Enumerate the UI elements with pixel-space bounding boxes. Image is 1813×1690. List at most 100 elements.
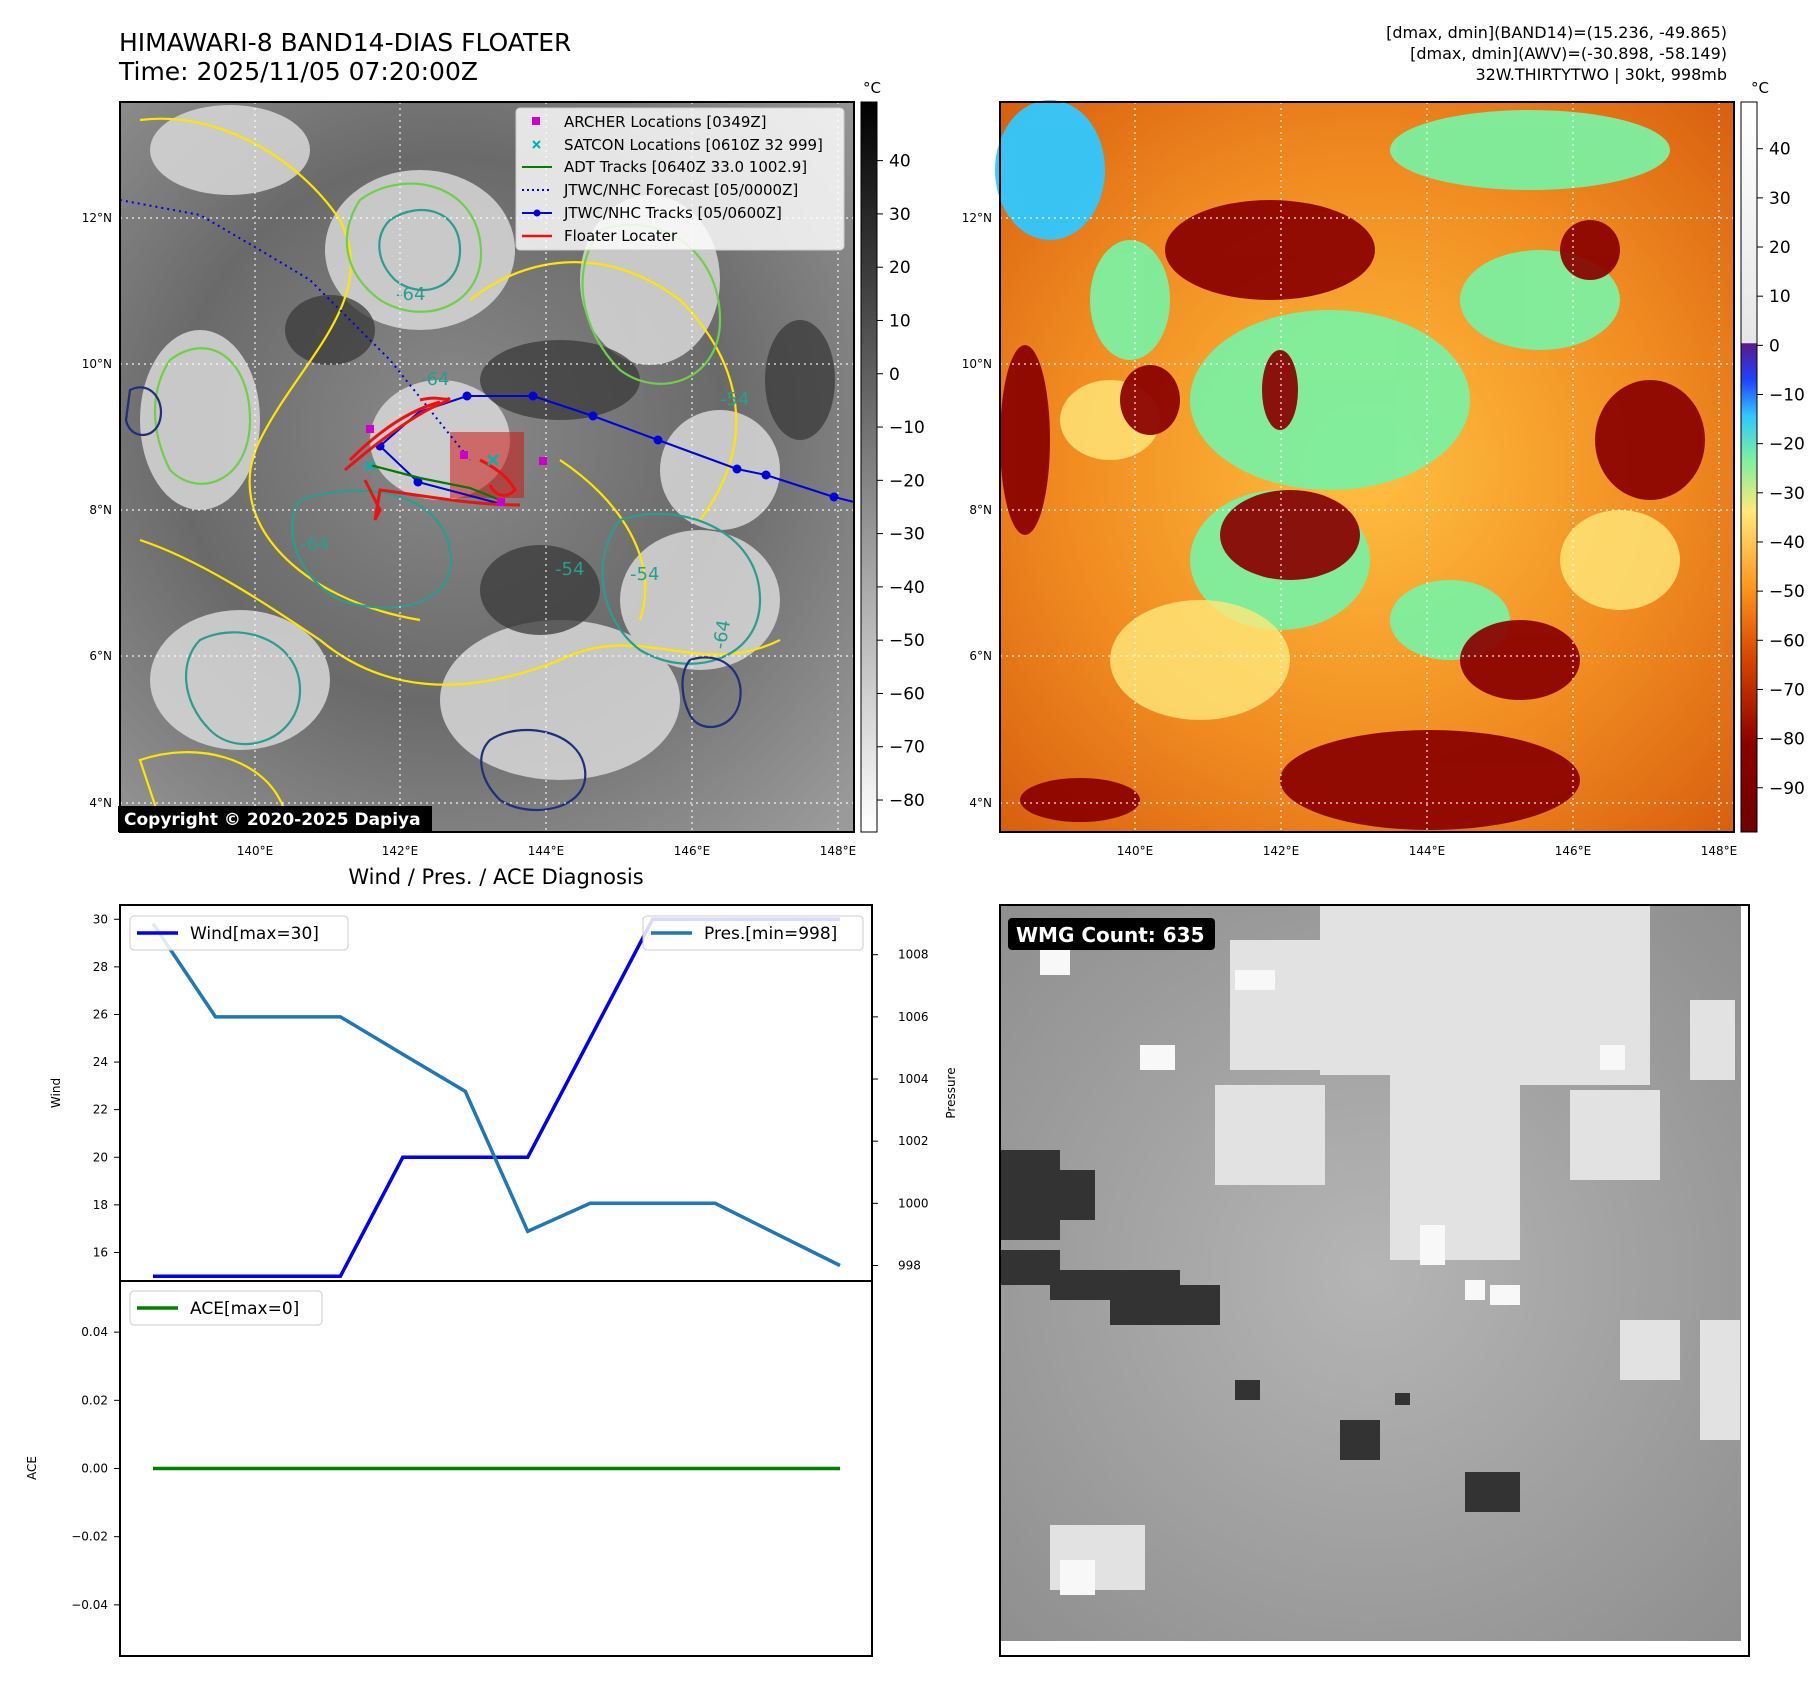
lat-tick-label: 8°N [969,503,992,517]
wind-legend-label: Wind[max=30] [190,924,319,944]
colorbar-tick-label: −40 [889,578,925,598]
info-awv: [dmax, dmin](AWV)=(-30.898, -58.149) [1410,44,1727,63]
diagnosis-title: Wind / Pres. / ACE Diagnosis [348,865,643,889]
ace-tick-label: −0.04 [71,1598,108,1612]
wind-tick-label: 18 [93,1198,108,1212]
lat-tick-label: 10°N [962,357,992,371]
legend-jtwc-tracks: JTWC/NHC Tracks [05/0600Z] [563,204,782,222]
wind-tick-label: 20 [93,1150,108,1164]
ir-lat-ticks: 12°N 10°N 8°N 6°N 4°N [82,211,112,810]
figure-title: HIMAWARI-8 BAND14-DIAS FLOATER [119,28,571,57]
legend-satcon: SATCON Locations [0610Z 32 999] [564,136,823,154]
color-colorbar: °C 40 30 20 10 0 −10 −20 −30 −40 −50 −60 −70 −80 −90 [1740,79,1805,833]
colorbar-tick-label: 20 [889,258,911,278]
gray-colorbar: °C 40 30 20 10 0 −10 −20 −30 −40 −50 −60 −70 −80 [860,79,925,833]
pressure-legend: Pres.[min=998] [642,915,864,951]
ace-tick-label: −0.02 [71,1530,108,1544]
contour-label: -64 [709,618,735,651]
ace-chart: 0.04 0.02 0.00 −0.02 −0.04 ACE ACE[max=0] [25,1280,873,1657]
contour-labels: -64 -64 -54 -54 -64 -54 -64 [300,284,749,651]
wind-tick-label: 30 [93,912,108,926]
lon-tick-label: 148°E [1701,844,1738,858]
lat-tick-label: 4°N [969,796,992,810]
color-colorbar-unit: °C [1751,79,1769,97]
ace-tick-label: 0.00 [81,1462,108,1476]
lat-tick-label: 8°N [89,503,112,517]
colorbar-tick-label: 10 [1769,287,1791,307]
contour-label: -54 [555,559,584,580]
contour-label: -54 [630,564,659,585]
colorbar-tick-label: −10 [1769,385,1805,405]
wmg-dark-regions [1000,1150,1520,1512]
pressure-tick-label: 1004 [898,1072,929,1086]
lon-tick-label: 140°E [237,844,274,858]
copyright-box [118,806,432,832]
lat-tick-label: 6°N [969,649,992,663]
contour-label: -54 [720,389,749,410]
colorbar-tick-label: 40 [1769,140,1791,160]
ace-tick-label: 0.04 [81,1325,108,1339]
awv-dark-regions [1000,200,1705,830]
ir-panel: -64 -64 -54 -54 -64 -54 -64 [82,101,857,858]
colorbar-tick-label: 20 [1769,238,1791,258]
legend-adt: ADT Tracks [0640Z 33.0 1002.9] [564,158,807,176]
colorbar-tick-label: −50 [889,631,925,651]
pressure-tick-label: 1006 [898,1010,929,1024]
colorbar-tick-label: −60 [889,684,925,704]
colorbar-tick-label: 30 [1769,189,1791,209]
lon-tick-label: 146°E [674,844,711,858]
wind-tick-label: 24 [93,1055,108,1069]
gray-colorbar-unit: °C [863,79,881,97]
awv-panel: 140°E 142°E 144°E 146°E 148°E 12°N 10°N … [962,100,1738,858]
contour-label: -64 [396,284,425,305]
pressure-tick-label: 1008 [898,948,929,962]
colorbar-tick-label: −70 [889,738,925,758]
satcon-markers [365,454,499,471]
tracks-legend-dot [533,209,541,217]
contour-label: -64 [300,534,329,555]
pressure-series-line [151,922,841,1268]
ace-tick-label: 0.02 [81,1393,108,1407]
lat-tick-label: 4°N [89,796,112,810]
wind-tick-label: 22 [93,1103,108,1117]
gray-colorbar-ticks: 40 30 20 10 0 −10 −20 −30 −40 −50 −60 −70 −80 [877,152,925,811]
colorbar-tick-label: −40 [1769,533,1805,553]
colorbar-tick-label: 40 [889,152,911,172]
lon-tick-label: 140°E [1117,844,1154,858]
contour-label: -64 [420,369,449,390]
colorbar-tick-label: −30 [889,525,925,545]
legend-archer: ARCHER Locations [0349Z] [564,113,767,131]
colorbar-tick-label: −50 [1769,582,1805,602]
colorbar-tick-label: −60 [1769,631,1805,651]
colorbar-tick-label: 30 [889,205,911,225]
jtwc-track-line [378,395,855,506]
lon-tick-label: 142°E [382,844,419,858]
colorbar-tick-label: −10 [889,418,925,438]
wind-series-line [153,917,840,1278]
lon-tick-label: 144°E [528,844,565,858]
wind-tick-label: 28 [93,960,108,974]
colorbar-tick-label: −20 [1769,435,1805,455]
archer-markers [366,425,547,506]
ir-lon-ticks: 140°E 142°E 144°E 146°E 148°E [237,844,857,858]
wind-axis-label: Wind [49,1078,63,1108]
legend-jtwc-forecast: JTWC/NHC Forecast [05/0000Z] [563,181,798,199]
lon-tick-label: 142°E [1263,844,1300,858]
lat-tick-label: 6°N [89,649,112,663]
color-colorbar-ticks: 40 30 20 10 0 −10 −20 −30 −40 −50 −60 −70 −80 −90 [1757,140,1805,799]
wmg-panel: WMG Count: 635 [999,904,1750,1657]
colorbar-tick-label: −80 [1769,730,1805,750]
lon-tick-label: 148°E [820,844,857,858]
satcon-legend-marker [532,140,541,149]
ace-legend: ACE[max=0] [129,1290,323,1326]
copyright-text: Copyright © 2020-2025 Dapiya [124,810,421,830]
pressure-y-ticks: 998 1000 1002 1004 1006 1008 [872,948,929,1272]
colorbar-tick-label: −80 [889,791,925,811]
wmg-count-box [1008,918,1215,950]
ace-axis-label: ACE [25,1456,39,1480]
lon-tick-label: 146°E [1555,844,1592,858]
wind-y-ticks: 16 18 20 22 24 26 28 30 [93,912,120,1259]
pressure-tick-label: 998 [898,1258,921,1272]
contours [124,117,781,828]
